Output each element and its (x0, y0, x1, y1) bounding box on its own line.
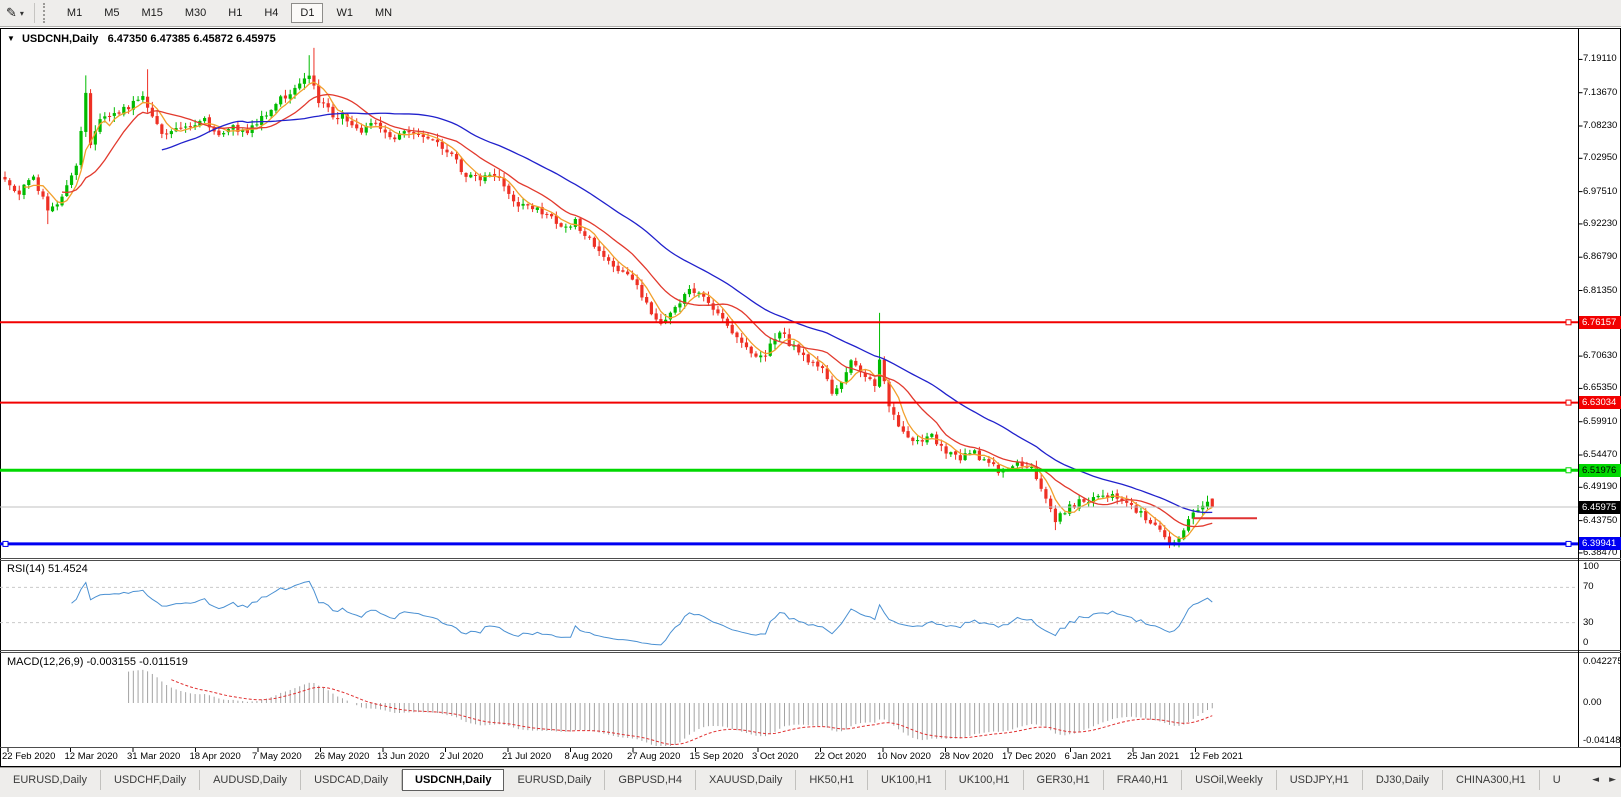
toolbar-grip-handle[interactable] (42, 3, 48, 23)
tab-scroll-right-icon[interactable]: ► (1609, 775, 1616, 785)
symbol-tab-uk100-h1[interactable]: UK100,H1 (868, 770, 946, 790)
symbol-tab-uk100-h1[interactable]: UK100,H1 (946, 770, 1024, 790)
timeframe-button-mn[interactable]: MN (374, 7, 393, 19)
timeframe-button-h1[interactable]: H1 (228, 7, 243, 19)
symbol-tab-u[interactable]: U (1552, 774, 1561, 786)
tab-scroll-left-icon[interactable]: ◄ (1592, 775, 1600, 785)
symbol-tab-eurusd-daily[interactable]: EURUSD,Daily (504, 770, 606, 790)
top-toolbar: ✎ ▾ M1 M5 M15 M30 H1 H4 D1 W1 MN (0, 0, 1621, 27)
draw-tool-icon[interactable]: ✎ (6, 5, 17, 21)
timeframe-button-d1[interactable]: D1 (291, 3, 324, 23)
symbol-tab-usdcnh-daily[interactable]: USDCNH,Daily (402, 769, 505, 791)
symbol-tab-usoil-weekly[interactable]: USOil,Weekly (1182, 770, 1277, 790)
timeframe-button-group: M1 M5 M15 M30 H1 H4 D1 W1 MN (56, 3, 403, 23)
symbol-tab-audusd-daily[interactable]: AUDUSD,Daily (200, 770, 302, 790)
timeframe-button-m5[interactable]: M5 (104, 7, 120, 19)
timeframe-button-m15[interactable]: M15 (141, 7, 163, 19)
timeframe-button-w1[interactable]: W1 (336, 7, 353, 19)
symbol-tab-hk50-h1[interactable]: HK50,H1 (796, 770, 868, 790)
timeframe-button-m30[interactable]: M30 (184, 7, 207, 19)
timeframe-button-m1[interactable]: M1 (66, 7, 83, 19)
price-axis[interactable] (1578, 28, 1621, 747)
symbol-tab-dj30-daily[interactable]: DJ30,Daily (1363, 770, 1444, 790)
chevron-down-icon[interactable]: ▾ (19, 8, 24, 18)
symbol-tab-bar: EURUSD,Daily USDCHF,Daily AUDUSD,Daily USDC… (0, 767, 1621, 797)
symbol-tab-eurusd-daily[interactable]: EURUSD,Daily (0, 770, 101, 790)
date-axis[interactable] (0, 747, 1578, 766)
symbol-tab-usdjpy-h1[interactable]: USDJPY,H1 (1277, 770, 1363, 790)
toolbar-separator (33, 3, 35, 23)
symbol-tab-china300-h1[interactable]: CHINA300,H1 (1443, 770, 1540, 790)
symbol-tab-usdchf-daily[interactable]: USDCHF,Daily (101, 770, 201, 790)
symbol-tab-ger30-h1[interactable]: GER30,H1 (1024, 770, 1104, 790)
symbol-tab-fra40-h1[interactable]: FRA40,H1 (1104, 770, 1183, 790)
symbol-tab-usdcad-daily[interactable]: USDCAD,Daily (301, 770, 403, 790)
timeframe-button-h4[interactable]: H4 (264, 7, 279, 19)
symbol-tab-xauusd-daily[interactable]: XAUUSD,Daily (696, 770, 797, 790)
symbol-tab-gbpusd-h4[interactable]: GBPUSD,H4 (605, 770, 696, 790)
